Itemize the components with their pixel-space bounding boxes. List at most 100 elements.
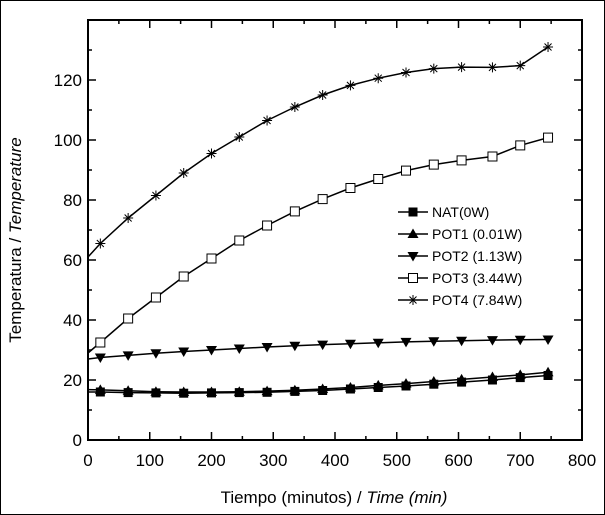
x-tick-label: 500: [383, 451, 411, 470]
data-point-1: [178, 386, 190, 396]
data-point-3: [487, 151, 498, 162]
data-point-3: [401, 165, 412, 176]
data-point-1: [94, 384, 106, 394]
data-point-3: [317, 194, 328, 205]
data-point-3: [123, 313, 134, 324]
data-point-2: [178, 347, 190, 357]
y-tick-label: 0: [73, 431, 82, 450]
data-point-4: [373, 73, 384, 84]
data-point-4: [543, 42, 554, 52]
data-point-2: [542, 335, 554, 345]
series-line-2: [87, 338, 549, 360]
data-point-4: [234, 132, 245, 142]
legend-marker-4: [408, 295, 418, 305]
data-point-2: [344, 339, 356, 350]
data-point-3: [234, 235, 245, 246]
x-axis-title-plain: Tiempo (minutos) /: [221, 488, 367, 507]
data-point-4: [428, 63, 439, 74]
y-tick-label: 120: [54, 71, 82, 90]
data-point-3: [206, 253, 217, 264]
x-tick-label: 600: [444, 451, 472, 470]
data-point-3: [95, 337, 106, 348]
y-tick-label: 40: [63, 311, 82, 330]
data-point-1: [428, 376, 440, 386]
data-point-2: [456, 336, 468, 347]
series-line-1: [87, 371, 549, 393]
y-tick-label: 20: [63, 371, 82, 390]
data-point-2: [400, 337, 412, 348]
y-tick-label: 80: [63, 191, 82, 210]
legend-marker-1: [407, 228, 419, 238]
data-point-4: [401, 67, 412, 78]
data-point-1: [456, 373, 468, 384]
data-point-3: [345, 183, 356, 193]
legend-label-4: POT4 (7.84W): [432, 292, 522, 308]
data-point-1: [206, 386, 217, 396]
data-point-3: [178, 271, 189, 282]
legend-marker-2: [407, 252, 419, 262]
data-point-3: [373, 174, 384, 184]
y-axis-title-italic: Temperature: [6, 137, 25, 233]
y-tick-label: 100: [54, 131, 82, 150]
data-point-3: [515, 140, 526, 151]
data-point-2: [261, 343, 273, 353]
data-point-3: [456, 155, 467, 166]
data-point-3: [262, 220, 273, 231]
plot-area: 0 100 200 300 400 500 600 700 800 0 20 40 60 80 100 120…: [54, 19, 596, 470]
data-point-4: [317, 90, 328, 100]
legend-marker-0: [408, 207, 418, 217]
series-line-4: [87, 46, 549, 258]
data-point-2: [122, 351, 134, 361]
y-tick-label: 60: [63, 251, 82, 270]
data-point-2: [514, 335, 526, 346]
x-tick-label: 300: [259, 451, 287, 470]
data-point-4: [289, 102, 300, 112]
data-point-4: [178, 168, 189, 178]
x-tick-label: 800: [568, 451, 596, 470]
data-point-4: [262, 115, 273, 126]
legend-label-2: POT2 (1.13W): [432, 248, 522, 264]
data-point-4: [345, 80, 356, 91]
data-point-2: [150, 349, 162, 359]
data-point-1: [233, 386, 245, 396]
data-point-2: [233, 344, 245, 354]
legend-label-3: POT3 (3.44W): [432, 270, 522, 286]
data-point-2: [206, 346, 217, 356]
data-point-1: [317, 383, 329, 393]
x-tick-label: 0: [83, 451, 92, 470]
data-point-4: [150, 190, 161, 201]
data-point-4: [123, 213, 134, 223]
series-line-3: [87, 136, 549, 354]
x-tick-label: 400: [321, 451, 349, 470]
data-point-2: [94, 353, 106, 363]
data-point-4: [95, 238, 106, 249]
data-point-1: [514, 369, 526, 379]
x-tick-label: 700: [506, 451, 534, 470]
legend-marker-3: [408, 273, 418, 283]
data-point-3: [150, 292, 161, 303]
data-point-2: [289, 341, 301, 352]
x-axis-title-italic: Time (min): [366, 488, 447, 507]
data-point-1: [289, 384, 301, 395]
data-point-3: [543, 132, 554, 143]
data-point-3: [289, 206, 300, 217]
x-tick-label: 200: [197, 451, 225, 470]
data-point-1: [400, 378, 412, 388]
data-point-1: [486, 371, 498, 381]
data-point-4: [487, 62, 498, 73]
data-point-1: [372, 379, 384, 390]
data-point-2: [317, 340, 329, 351]
data-point-1: [344, 382, 356, 392]
data-point-2: [486, 336, 498, 346]
y-axis-title-plain: Temperatura /: [6, 233, 25, 343]
data-point-3: [428, 159, 439, 170]
data-point-2: [372, 338, 384, 349]
x-axis-title: Tiempo (minutos) / Time (min): [221, 488, 448, 507]
data-point-1: [122, 385, 134, 395]
y-axis-title: Temperatura / Temperature: [6, 137, 25, 342]
data-point-1: [150, 386, 162, 396]
series-line-0: [88, 374, 549, 394]
legend-label-0: NAT(0W): [432, 204, 489, 220]
